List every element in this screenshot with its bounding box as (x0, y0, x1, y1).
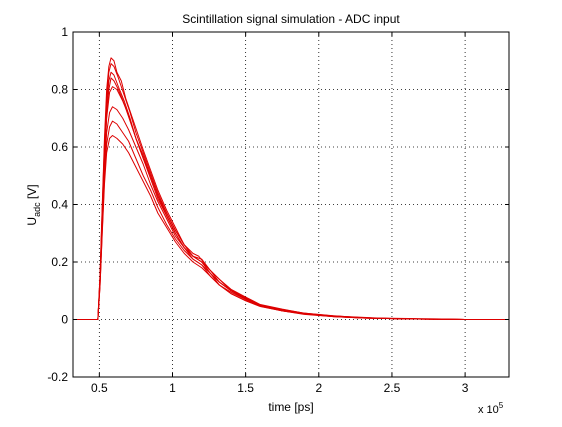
x-tick-label: 1 (169, 381, 176, 395)
y-tick-label: 0.4 (51, 198, 68, 212)
x-axis-multiplier-base: x 10 (478, 404, 499, 416)
svg-text:Uadc [V]: Uadc [V] (25, 184, 42, 225)
x-tick-label: 0.5 (91, 381, 108, 395)
y-tick-label: -0.2 (47, 370, 68, 384)
x-tick-label: 2.5 (384, 381, 401, 395)
tick-labels: 0.5 1 1.5 2 2.5 3 -0.2 0 0.2 0.4 0.6 0.8 1 (47, 25, 468, 395)
x-axis-multiplier-exponent: 5 (499, 401, 504, 410)
x-tick-label: 1.5 (237, 381, 254, 395)
y-tick-label: 0 (61, 313, 68, 327)
x-tick-label: 2 (315, 381, 322, 395)
y-axis-label-main: U (25, 217, 39, 226)
tick-marks (73, 31, 509, 378)
y-axis-label-unit: [V] (25, 184, 39, 202)
x-axis-label: time [ps] (268, 400, 313, 414)
y-axis-label: Uadc [V] (25, 184, 42, 225)
y-tick-label: 0.2 (51, 255, 68, 269)
x-tick-label: 3 (462, 381, 469, 395)
y-tick-label: 0.8 (51, 83, 68, 97)
y-tick-label: 1 (61, 25, 68, 39)
y-axis-label-subscript: adc (32, 202, 42, 217)
series-line-7 (73, 120, 509, 320)
axes-background (73, 32, 509, 377)
series-line-8 (73, 63, 509, 320)
x-axis-multiplier: x 105 (478, 401, 504, 416)
y-tick-label: 0.6 (51, 140, 68, 154)
chart-title: Scintillation signal simulation - ADC in… (182, 12, 400, 26)
series-group (73, 57, 509, 320)
